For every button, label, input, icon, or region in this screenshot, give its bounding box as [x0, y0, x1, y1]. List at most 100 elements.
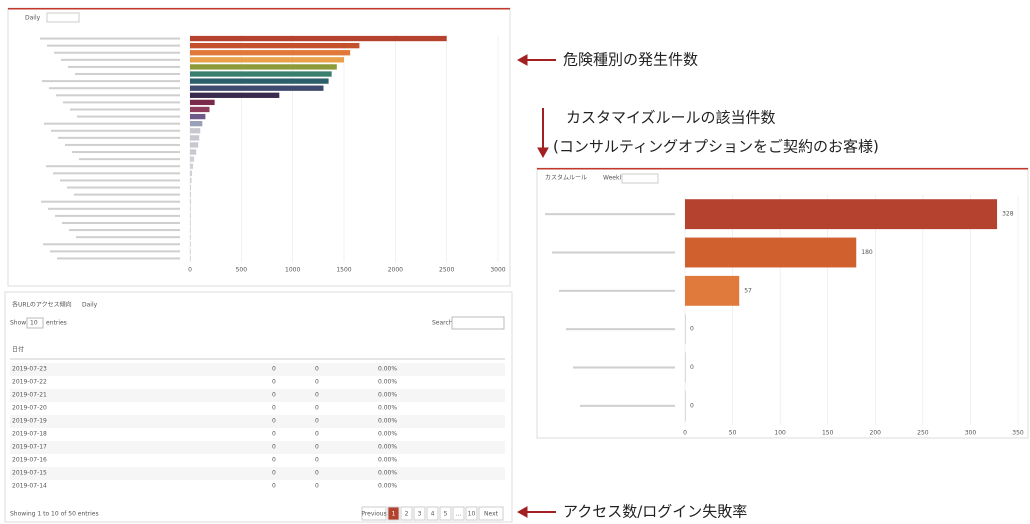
- cell: 2019-07-20: [12, 405, 47, 412]
- bar: [190, 192, 191, 197]
- category-label-placeholder: [75, 73, 180, 75]
- cell: 0: [272, 418, 276, 425]
- panel: [5, 292, 512, 522]
- entries-label: entries: [46, 320, 67, 327]
- cell: 0: [315, 444, 319, 451]
- cell: 0.00%: [378, 366, 397, 373]
- bar: [685, 276, 739, 306]
- bar: [685, 199, 997, 229]
- bar: [190, 100, 215, 105]
- bar: [685, 238, 856, 268]
- cell: 0: [315, 470, 319, 477]
- length: 10: [30, 320, 38, 327]
- cell: 0.00%: [378, 431, 397, 438]
- page-label: 5: [444, 511, 448, 518]
- cell: 2019-07-16: [12, 457, 47, 464]
- category-label-placeholder: [77, 116, 180, 118]
- x-tick-label: 1500: [336, 267, 351, 274]
- cell: 0: [272, 366, 276, 373]
- annotation: 危険種別の発生件数: [563, 51, 698, 69]
- bar: [190, 93, 279, 98]
- cell: 2019-07-21: [12, 392, 47, 399]
- category-label-placeholder: [79, 158, 180, 160]
- search-input[interactable]: [452, 317, 504, 329]
- x-tick-label: 500: [236, 267, 248, 274]
- category-label-placeholder: [65, 144, 180, 146]
- bar: [190, 43, 359, 48]
- cell: 0: [315, 457, 319, 464]
- bar: [190, 256, 191, 261]
- bar: [190, 206, 191, 211]
- period-select[interactable]: [622, 174, 658, 183]
- bar: [685, 314, 686, 344]
- cell: 0: [315, 366, 319, 373]
- category-label-placeholder: [573, 367, 675, 369]
- category-label-placeholder: [545, 213, 675, 215]
- period-select[interactable]: [47, 13, 79, 22]
- page-label: 1: [392, 511, 396, 518]
- data-label: 328: [1002, 211, 1014, 218]
- period: Daily: [82, 302, 98, 309]
- category-label-placeholder: [61, 59, 180, 61]
- bar: [190, 249, 191, 254]
- bar: [190, 36, 447, 41]
- annotation: (コンサルティングオプションをご契約のお客様): [553, 138, 879, 156]
- category-label-placeholder: [41, 201, 180, 203]
- category-label-placeholder: [43, 243, 180, 245]
- page-label: 3: [418, 511, 422, 518]
- bar: [190, 78, 329, 83]
- bar: [685, 391, 686, 421]
- cell: 0.00%: [378, 379, 397, 386]
- bar: [190, 50, 350, 55]
- bar: [190, 156, 194, 161]
- category-label-placeholder: [69, 229, 180, 231]
- category-label-placeholder: [580, 405, 675, 407]
- x-tick-label: 3000: [490, 267, 505, 274]
- cell: 0: [315, 431, 319, 438]
- category-label-placeholder: [53, 172, 180, 174]
- cell: 0.00%: [378, 483, 397, 490]
- cell: 0: [272, 444, 276, 451]
- chart-title: カスタムルール: [545, 174, 587, 182]
- x-tick-label: 2500: [439, 267, 454, 274]
- row-bg: [10, 389, 505, 402]
- bar: [190, 121, 202, 126]
- category-label-placeholder: [559, 290, 675, 292]
- bar: [190, 114, 205, 119]
- x-tick-label: 350: [1012, 430, 1024, 437]
- x-tick-label: 1000: [285, 267, 300, 274]
- annotation: アクセス数/ログイン失敗率: [563, 503, 747, 521]
- cell: 2019-07-14: [12, 483, 47, 490]
- page-label: ...: [456, 511, 462, 518]
- category-label-placeholder: [62, 222, 180, 224]
- bar: [190, 135, 199, 140]
- row-bg: [10, 363, 505, 376]
- category-label-placeholder: [40, 38, 180, 40]
- cell: 0: [315, 405, 319, 412]
- category-label-placeholder: [51, 130, 180, 132]
- cell: 0.00%: [378, 418, 397, 425]
- category-label-placeholder: [57, 257, 180, 259]
- data-label: 0: [690, 402, 694, 409]
- bar: [190, 128, 200, 133]
- cell: 2019-07-18: [12, 431, 47, 438]
- screen: Daily カスタムルール Weekly 危険種別の発生件数 カスタマイズルール…: [0, 0, 1030, 524]
- page-label: 4: [431, 511, 435, 518]
- cell: 0: [272, 457, 276, 464]
- bar: [190, 164, 193, 169]
- cell: 0: [315, 392, 319, 399]
- search-label: Search:: [432, 320, 455, 327]
- bar: [190, 220, 191, 225]
- page-label: 2: [405, 511, 409, 518]
- bar: [190, 242, 191, 247]
- bar: [190, 185, 191, 190]
- table-footer: Showing 1 to 10 of 50 entries: [10, 511, 99, 518]
- category-label-placeholder: [48, 208, 180, 210]
- bar: [190, 149, 196, 154]
- annotation: カスタマイズルールの該当件数: [566, 109, 776, 127]
- category-label-placeholder: [70, 108, 180, 110]
- bar: [190, 71, 332, 76]
- category-label-placeholder: [55, 215, 180, 217]
- category-label-placeholder: [67, 187, 180, 189]
- cell: 0: [315, 418, 319, 425]
